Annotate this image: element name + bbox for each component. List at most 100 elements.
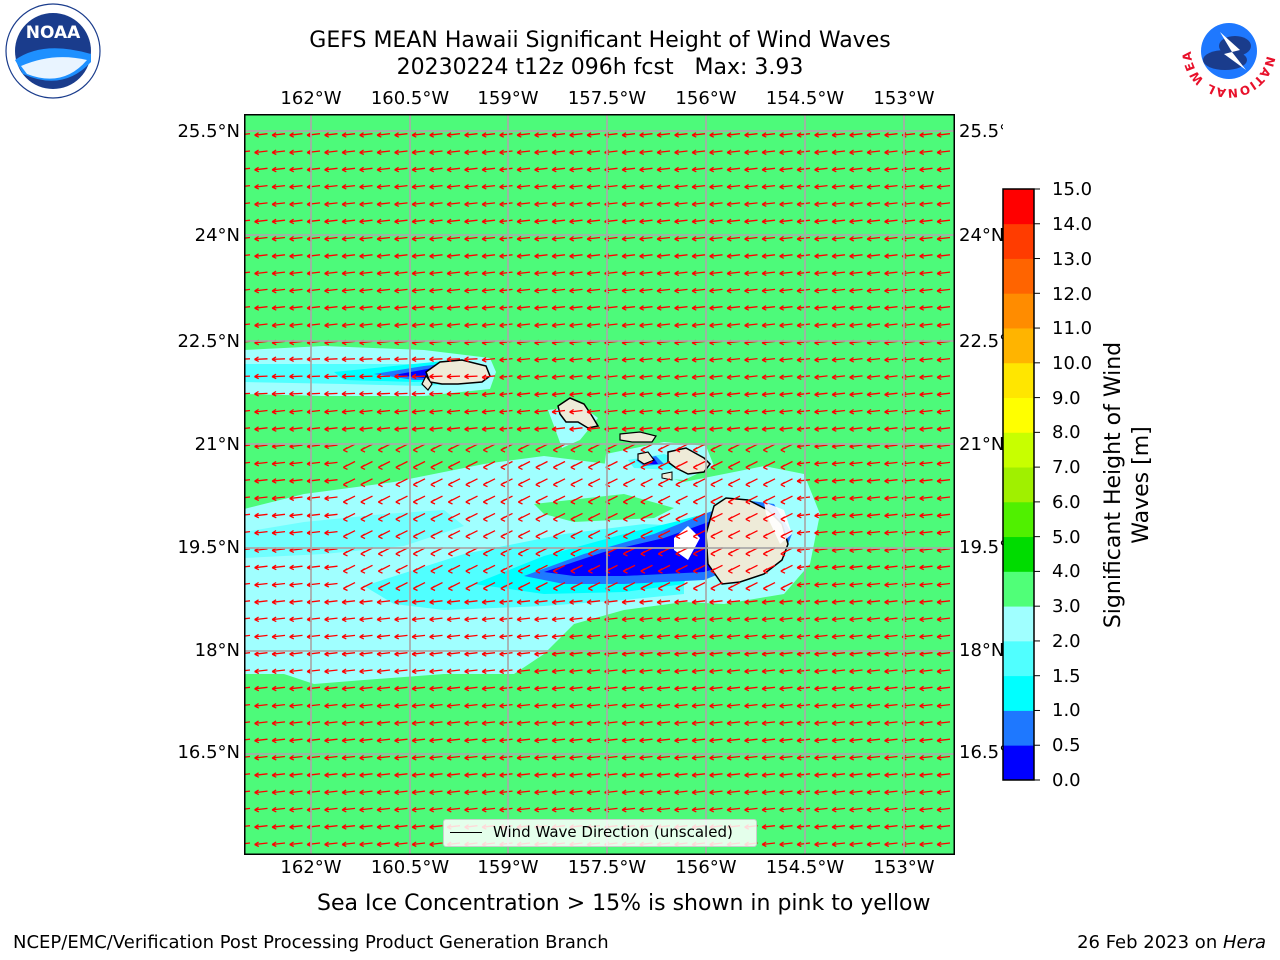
wind-wave-arrow	[919, 166, 933, 173]
wind-wave-arrow	[674, 184, 688, 190]
wind-wave-arrow	[849, 737, 863, 744]
wind-wave-arrow	[394, 651, 408, 657]
wind-wave-arrow	[709, 166, 723, 173]
wind-wave-arrow	[359, 235, 373, 242]
wind-wave-arrow	[464, 685, 478, 692]
wind-wave-arrow	[341, 824, 356, 830]
wind-wave-arrow	[464, 270, 478, 277]
wind-wave-arrow	[849, 218, 863, 225]
wind-wave-arrow	[884, 357, 898, 363]
wind-wave-arrow	[376, 132, 391, 138]
colorbar-band	[1003, 432, 1034, 468]
wind-wave-arrow	[919, 426, 933, 432]
wind-wave-arrow	[289, 512, 303, 519]
wind-wave-arrow	[726, 149, 741, 156]
wind-wave-arrow	[691, 737, 706, 744]
wind-wave-arrow	[814, 253, 828, 259]
wind-wave-arrow	[376, 824, 391, 830]
wind-wave-arrow	[866, 754, 881, 761]
wind-wave-arrow	[884, 253, 898, 259]
wind-wave-arrow	[569, 132, 583, 138]
wind-wave-arrow	[429, 841, 443, 848]
wind-wave-arrow	[289, 530, 303, 536]
colorbar-tick-label: 0.5	[1052, 735, 1081, 756]
wind-wave-arrow	[674, 322, 688, 329]
wind-wave-arrow	[779, 357, 793, 363]
lat-tick-left: 16.5°N	[177, 742, 240, 763]
wind-wave-arrow	[814, 166, 828, 173]
wind-wave-arrow	[796, 322, 811, 329]
wind-wave-arrow	[587, 460, 601, 470]
wind-wave-arrow	[289, 253, 303, 259]
wind-wave-arrow	[761, 754, 776, 761]
wind-wave-arrow	[919, 772, 933, 778]
wind-wave-arrow	[289, 132, 303, 138]
wind-wave-arrow	[499, 253, 513, 259]
wind-wave-arrow	[289, 356, 303, 362]
wind-wave-arrow	[621, 651, 636, 657]
wind-wave-arrow	[376, 149, 391, 156]
wind-wave-arrow	[376, 166, 391, 173]
wind-wave-arrow	[429, 408, 443, 415]
wind-wave-arrow	[884, 149, 898, 156]
wind-wave-arrow	[639, 132, 653, 138]
wind-wave-arrow	[726, 201, 741, 207]
wind-wave-arrow	[341, 356, 356, 362]
wind-wave-arrow	[289, 772, 303, 778]
wind-wave-arrow	[429, 201, 443, 207]
wind-wave-arrow	[446, 373, 461, 380]
wind-wave-arrow	[499, 184, 513, 190]
wind-wave-arrow	[656, 720, 671, 726]
wind-wave-arrow	[814, 374, 828, 380]
wind-wave-arrows	[244, 132, 951, 848]
wind-wave-arrow	[779, 305, 793, 311]
wind-wave-arrow	[447, 478, 461, 488]
wind-wave-arrow	[640, 564, 653, 574]
wind-wave-arrow	[779, 685, 793, 692]
colorbar-tick-label: 5.0	[1052, 527, 1081, 548]
lat-tick-left: 19.5°N	[177, 537, 240, 558]
wind-wave-arrow	[814, 754, 828, 761]
wind-wave-arrow	[726, 184, 741, 190]
wind-wave-arrow	[744, 357, 758, 363]
wind-wave-arrow	[464, 772, 478, 778]
wind-wave-arrow	[936, 322, 951, 329]
wind-wave-arrow	[657, 460, 671, 470]
wind-wave-arrow	[761, 201, 776, 207]
wind-wave-arrow	[500, 564, 513, 574]
wind-wave-arrow	[761, 824, 776, 830]
wind-wave-arrow	[394, 201, 408, 207]
wind-wave-arrow	[849, 426, 863, 432]
wind-wave-arrow	[919, 530, 933, 536]
lon-tick-top: 157.5°W	[567, 88, 647, 109]
wind-wave-arrow	[534, 184, 548, 190]
wind-wave-arrow	[569, 720, 583, 726]
wind-wave-arrow	[586, 270, 601, 277]
wind-wave-arrow	[551, 668, 566, 675]
wind-wave-arrow	[831, 305, 846, 311]
wind-wave-arrow	[656, 651, 671, 657]
wind-wave-arrow	[586, 235, 601, 242]
wind-wave-arrow	[551, 357, 566, 363]
wind-wave-arrow	[244, 548, 251, 551]
wind-wave-arrow	[586, 201, 601, 207]
wind-wave-arrow	[376, 789, 391, 796]
wind-wave-arrow	[639, 374, 653, 380]
wind-wave-arrow	[341, 806, 356, 813]
wind-wave-arrow	[866, 564, 881, 571]
wind-wave-arrow	[674, 357, 688, 363]
wind-wave-arrow	[552, 460, 566, 470]
wind-wave-arrow	[516, 703, 531, 709]
wind-wave-arrow	[499, 391, 513, 398]
wind-wave-arrow	[761, 685, 776, 692]
wind-wave-arrow	[254, 253, 268, 259]
wind-wave-arrow	[411, 772, 426, 778]
wind-wave-arrow	[831, 651, 846, 657]
wind-wave-arrow	[271, 616, 286, 623]
colorbar-tick-label: 12.0	[1052, 284, 1093, 305]
wind-wave-arrow	[289, 581, 303, 588]
wind-wave-arrow	[936, 132, 951, 138]
wind-wave-arrow	[831, 633, 846, 640]
wind-wave-arrow	[429, 287, 443, 294]
wind-wave-arrow	[411, 356, 426, 362]
